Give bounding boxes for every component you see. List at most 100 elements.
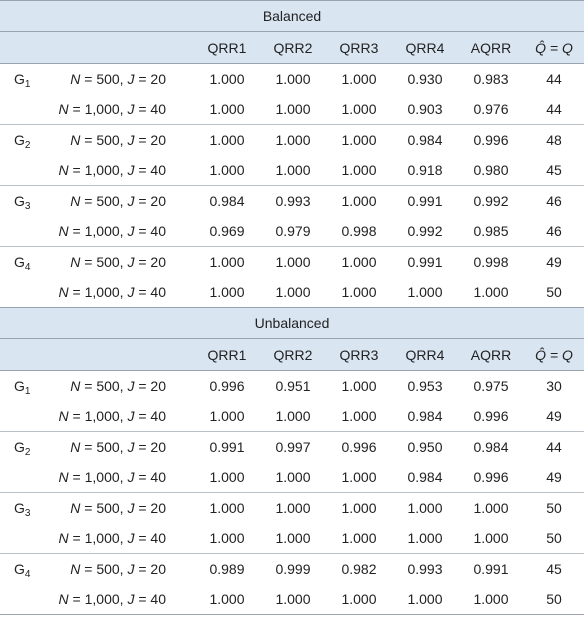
condition-j-value: 40 bbox=[150, 223, 166, 239]
condition-j-symbol: J bbox=[127, 284, 135, 300]
value-cell: 1.000 bbox=[392, 584, 458, 615]
condition-j-value: 40 bbox=[150, 469, 166, 485]
value-cell: 44 bbox=[524, 431, 584, 462]
table-row: N = 1,000, J = 40 0.969 0.979 0.998 0.992 0.9… bbox=[0, 216, 584, 247]
condition-j-value: 20 bbox=[150, 500, 166, 516]
value-cell: 46 bbox=[546, 223, 562, 239]
value-cell: 1.000 bbox=[326, 584, 392, 615]
value-cell: 0.984 bbox=[392, 124, 458, 155]
value-cell: 1.000 bbox=[473, 530, 509, 546]
table-row: G4 N = 500, J = 20 0.989 0.999 0.982 0.993 0.9… bbox=[0, 553, 584, 584]
condition-j-value: 20 bbox=[150, 378, 166, 394]
value-cell: 1.000 bbox=[260, 124, 326, 155]
condition-n-value: 1,000 bbox=[84, 408, 120, 424]
condition-n-value: 500 bbox=[96, 439, 120, 455]
group-label: G4 bbox=[0, 553, 46, 584]
table-row: N = 1,000, J = 40 1.000 1.000 1.000 1.000 1.0… bbox=[0, 584, 584, 615]
header-blank bbox=[0, 338, 46, 371]
value-cell: 0.993 bbox=[392, 553, 458, 584]
column-header: AQRR bbox=[458, 31, 524, 64]
column-header-label: Q̂ = Q bbox=[535, 346, 573, 363]
condition-n-value: 500 bbox=[96, 561, 120, 577]
condition-n-value: 1,000 bbox=[84, 223, 120, 239]
condition-j-symbol: J bbox=[127, 378, 135, 394]
group-index: 1 bbox=[24, 386, 31, 397]
condition-cell: N = 1,000, J = 40 bbox=[58, 284, 166, 300]
value-cell: 0.984 bbox=[458, 431, 524, 462]
condition-cell: N = 500, J = 20 bbox=[46, 553, 194, 584]
value-cell: 45 bbox=[524, 553, 584, 584]
condition-cell: N = 1,000, J = 40 bbox=[58, 469, 166, 485]
condition-cell: N = 1,000, J = 40 bbox=[46, 584, 194, 615]
condition-n-symbol: N bbox=[58, 162, 69, 178]
column-header-row: QRR1 QRR2 QRR3 QRR4 AQRR Q̂ = Q bbox=[0, 31, 584, 64]
value-cell: 1.000 bbox=[260, 584, 326, 615]
condition-cell: N = 500, J = 20 bbox=[46, 431, 194, 462]
header-blank bbox=[0, 31, 46, 64]
value-cell: 1.000 bbox=[275, 162, 311, 178]
value-cell: 0.999 bbox=[260, 553, 326, 584]
value-cell: 49 bbox=[524, 246, 584, 277]
value-cell: 0.996 bbox=[473, 469, 509, 485]
value-cell: 1.000 bbox=[194, 584, 260, 615]
condition-n-symbol: N bbox=[58, 408, 69, 424]
group-label: G2 bbox=[0, 431, 46, 462]
group-label: G4 bbox=[0, 246, 46, 277]
condition-cell: N = 500, J = 20 bbox=[46, 246, 194, 277]
column-header: QRR3 bbox=[326, 31, 392, 64]
condition-cell: N = 500, J = 20 bbox=[70, 378, 166, 394]
condition-j-value: 40 bbox=[150, 101, 166, 117]
value-cell: 1.000 bbox=[209, 408, 245, 424]
table-row: N = 1,000, J = 40 1.000 1.000 1.000 1.000 1.0… bbox=[0, 277, 584, 308]
condition-n-symbol: N bbox=[70, 71, 81, 87]
value-cell: 1.000 bbox=[326, 492, 392, 523]
value-cell: 1.000 bbox=[341, 71, 377, 87]
column-header: QRR1 bbox=[194, 338, 260, 371]
value-cell: 0.984 bbox=[407, 408, 443, 424]
value-cell: 50 bbox=[524, 584, 584, 615]
group-letter: G bbox=[14, 561, 25, 577]
condition-cell: N = 1,000, J = 40 bbox=[58, 530, 166, 546]
group-label bbox=[0, 155, 46, 186]
value-cell: 1.000 bbox=[341, 408, 377, 424]
condition-n-value: 500 bbox=[96, 500, 120, 516]
value-cell: 0.996 bbox=[326, 431, 392, 462]
value-cell: 44 bbox=[546, 101, 562, 117]
value-cell: 1.000 bbox=[275, 408, 311, 424]
condition-j-value: 40 bbox=[150, 530, 166, 546]
value-cell: 46 bbox=[524, 185, 584, 216]
group-letter: G bbox=[14, 193, 25, 209]
condition-n-value: 1,000 bbox=[84, 162, 120, 178]
condition-j-symbol: J bbox=[127, 591, 135, 607]
value-cell: 0.984 bbox=[407, 469, 443, 485]
condition-j-value: 20 bbox=[150, 193, 166, 209]
condition-n-value: 1,000 bbox=[84, 101, 120, 117]
condition-n-symbol: N bbox=[70, 500, 81, 516]
condition-n-symbol: N bbox=[70, 561, 81, 577]
section-title: Balanced bbox=[0, 0, 584, 32]
value-cell: 0.992 bbox=[458, 185, 524, 216]
condition-j-value: 40 bbox=[150, 591, 166, 607]
value-cell: 1.000 bbox=[326, 124, 392, 155]
table-row: N = 1,000, J = 40 1.000 1.000 1.000 0.918 0.9… bbox=[0, 155, 584, 186]
value-cell: 0.969 bbox=[209, 223, 245, 239]
value-cell: 1.000 bbox=[341, 530, 377, 546]
group-label: G3 bbox=[0, 492, 46, 523]
value-cell: 49 bbox=[546, 469, 562, 485]
section-title-row: Balanced bbox=[0, 0, 584, 32]
value-cell: 1.000 bbox=[275, 469, 311, 485]
value-cell: 0.985 bbox=[473, 223, 509, 239]
value-cell: 1.000 bbox=[209, 162, 245, 178]
value-cell: 1.000 bbox=[341, 284, 377, 300]
group-letter: G bbox=[14, 71, 25, 87]
value-cell: 1.000 bbox=[341, 101, 377, 117]
condition-n-value: 1,000 bbox=[84, 591, 120, 607]
column-header: QRR4 bbox=[392, 338, 458, 371]
value-cell: 0.975 bbox=[473, 378, 509, 394]
value-cell: 1.000 bbox=[209, 284, 245, 300]
condition-n-value: 500 bbox=[96, 132, 120, 148]
value-cell: 0.991 bbox=[392, 185, 458, 216]
table-row: N = 1,000, J = 40 1.000 1.000 1.000 0.903 0.9… bbox=[0, 94, 584, 125]
value-cell: 1.000 bbox=[392, 492, 458, 523]
